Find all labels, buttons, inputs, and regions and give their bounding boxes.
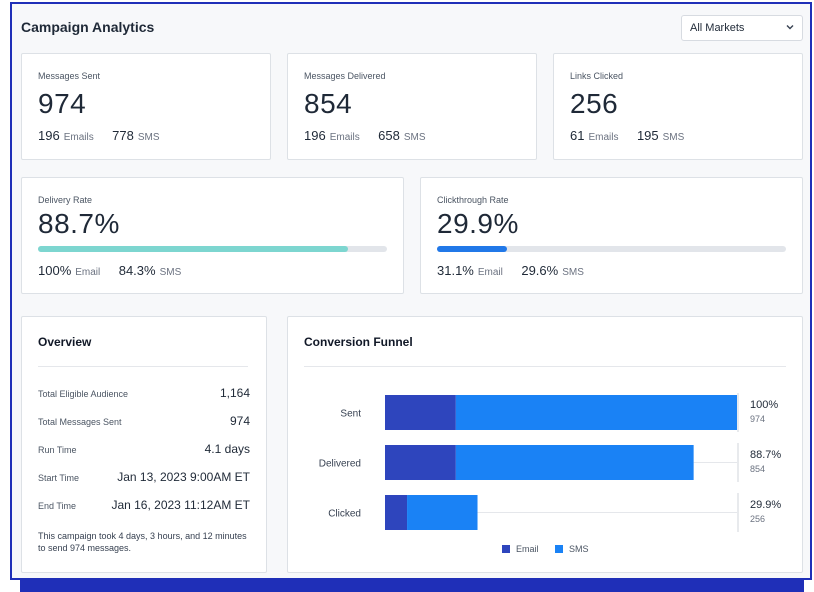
overview-value: 1,164 — [219, 386, 250, 400]
overview-value: Jan 13, 2023 9:00AM ET — [117, 470, 250, 484]
funnel-stage-pct: 88.7% — [750, 449, 781, 461]
stat-sms-unit: SMS — [562, 267, 584, 278]
stat-sms-unit: SMS — [403, 132, 426, 143]
overview-card: Overview Total Eligible Audience 1,164 To… — [21, 316, 267, 573]
card-value: 854 — [304, 88, 353, 119]
clickthrough-rate-bar-fill — [437, 246, 507, 252]
card-value: 29.9% — [437, 208, 519, 239]
funnel-bar-sms — [455, 445, 694, 480]
funnel-bar-sms — [455, 395, 737, 430]
legend-email: Email — [502, 544, 539, 554]
overview-value: Jan 16, 2023 11:12AM ET — [111, 498, 250, 512]
links-clicked-card: Links Clicked 256 61 Emails 195 SMS — [553, 53, 803, 160]
legend-sms-swatch — [555, 545, 563, 553]
overview-value: 974 — [229, 414, 250, 428]
chevron-down-icon — [786, 25, 794, 30]
funnel-bar-sms — [407, 495, 478, 530]
card-label: Messages Sent — [38, 71, 101, 81]
funnel-bar-email — [385, 495, 408, 530]
stat-email-unit: Email — [477, 267, 503, 278]
dashboard-panel: Campaign Analytics All Markets Messages … — [10, 2, 812, 580]
funnel-title: Conversion Funnel — [304, 335, 413, 349]
stat-sms-rate: 29.6% — [521, 263, 559, 278]
messages-sent-card: Messages Sent 974 196 Emails 778 SMS — [21, 53, 271, 160]
card-value: 256 — [570, 88, 619, 119]
clickthrough-rate-card: Clickthrough Rate 29.9% 31.1% Email 29.6%… — [420, 177, 803, 294]
card-label: Links Clicked — [570, 71, 624, 81]
stat-sms-count: 658 — [378, 128, 400, 143]
delivery-rate-bar-fill — [38, 246, 348, 252]
market-select[interactable]: All Markets — [681, 15, 803, 41]
legend-sms-label: SMS — [569, 544, 589, 554]
delivery-rate-card: Delivery Rate 88.7% 100% Email 84.3% SMS — [21, 177, 404, 294]
overview-row: Total Messages Sent 974 — [38, 414, 250, 430]
card-label: Delivery Rate — [38, 195, 93, 205]
messages-delivered-card: Messages Delivered 854 196 Emails 658 SMS — [287, 53, 537, 160]
funnel-stage-label: Clicked — [328, 509, 361, 520]
stat-email-count: 196 — [304, 128, 326, 143]
page-title: Campaign Analytics — [21, 19, 155, 35]
funnel-stage-count: 256 — [750, 514, 765, 524]
overview-key: Start Time — [38, 473, 80, 483]
legend-sms: SMS — [555, 544, 589, 554]
funnel-stage-count: 854 — [750, 464, 765, 474]
funnel-stage-pct: 100% — [750, 399, 778, 411]
overview-key: Total Messages Sent — [38, 417, 122, 427]
stat-email-count: 61 — [570, 128, 585, 143]
funnel-stage-label: Delivered — [319, 459, 361, 470]
legend-email-swatch — [502, 545, 510, 553]
stat-sms-count: 778 — [112, 128, 134, 143]
stat-email-unit: Emails — [63, 132, 94, 143]
card-value: 974 — [38, 88, 87, 119]
funnel-bar-email — [385, 445, 456, 480]
delivery-rate-bar — [38, 246, 387, 252]
overview-row: Start Time Jan 13, 2023 9:00AM ET — [38, 470, 250, 486]
stat-sms-rate: 84.3% — [118, 263, 156, 278]
overview-key: Run Time — [38, 445, 77, 455]
overview-row: End Time Jan 16, 2023 11:12AM ET — [38, 498, 250, 514]
stat-email-rate: 100% — [38, 263, 72, 278]
divider — [38, 366, 248, 367]
stat-sms-count: 195 — [636, 128, 659, 143]
card-label: Clickthrough Rate — [437, 195, 509, 205]
stat-email-unit: Email — [75, 267, 101, 278]
overview-row: Total Eligible Audience 1,164 — [38, 386, 250, 402]
stat-sms-unit: SMS — [137, 132, 160, 143]
overview-note: This campaign took 4 days, 3 hours, and … — [38, 531, 247, 553]
stat-email-unit: Emails — [329, 132, 360, 143]
divider — [304, 366, 786, 367]
stat-email-rate: 31.1% — [437, 263, 474, 278]
funnel-stage-label: Sent — [340, 409, 361, 420]
card-value: 88.7% — [38, 208, 120, 239]
overview-key: End Time — [38, 501, 77, 511]
stat-sms-unit: SMS — [662, 132, 685, 143]
conversion-funnel-card: Conversion Funnel Sent 100% 974 Delivered 88… — [287, 316, 803, 573]
stat-email-count: 196 — [38, 128, 60, 143]
market-select-value: All Markets — [690, 22, 745, 34]
card-label: Messages Delivered — [304, 71, 386, 81]
funnel-stage-count: 974 — [750, 414, 765, 424]
overview-title: Overview — [38, 335, 92, 349]
overview-value: 4.1 days — [204, 442, 250, 456]
funnel-chart: Sent 100% 974 Delivered 88.7% 854 Clicked 29.9%… — [319, 393, 781, 532]
funnel-bar-email — [385, 395, 456, 430]
overview-key: Total Eligible Audience — [38, 389, 129, 399]
overview-row: Run Time 4.1 days — [38, 442, 250, 458]
funnel-stage-pct: 29.9% — [750, 499, 781, 511]
stat-email-unit: Emails — [588, 132, 619, 143]
legend-email-label: Email — [516, 544, 539, 554]
stat-sms-unit: SMS — [159, 267, 182, 278]
clickthrough-rate-bar — [437, 246, 786, 252]
